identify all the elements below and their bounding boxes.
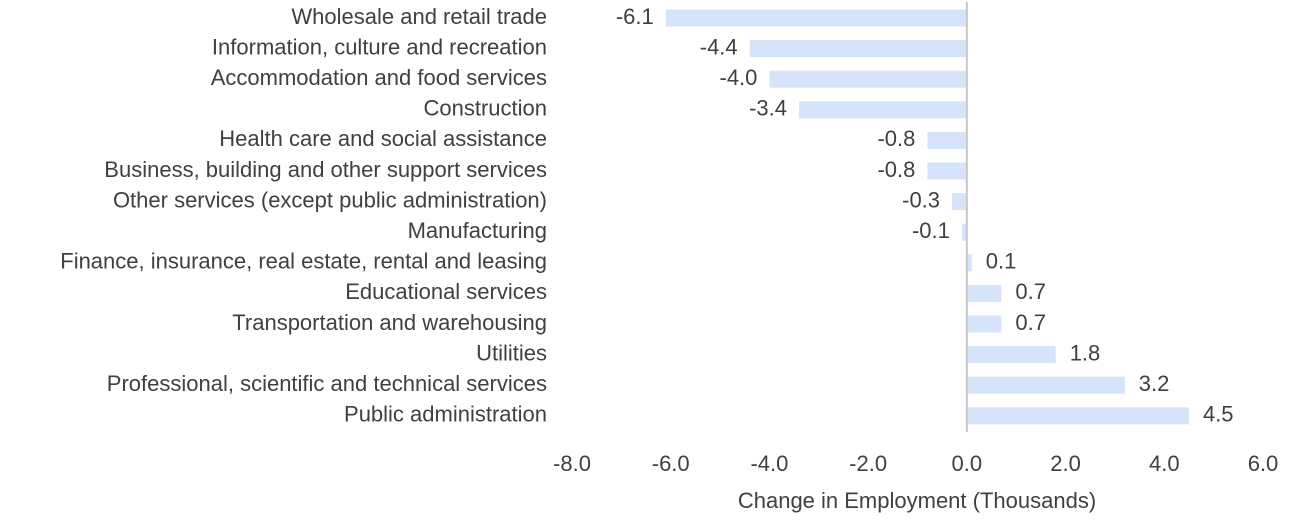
bar bbox=[927, 162, 967, 180]
bar bbox=[665, 9, 967, 27]
bar bbox=[966, 346, 1056, 364]
category-label: Professional, scientific and technical s… bbox=[107, 371, 547, 396]
data-label: 4.5 bbox=[1203, 402, 1234, 427]
category-label: Transportation and warehousing bbox=[232, 310, 547, 335]
category-label: Educational services bbox=[345, 279, 547, 304]
data-label: 0.7 bbox=[1015, 279, 1046, 304]
bar bbox=[966, 284, 1002, 302]
bar bbox=[927, 131, 967, 149]
bar bbox=[769, 70, 967, 88]
labels-layer: Wholesale and retail trade -6.1 Informatio… bbox=[60, 4, 1233, 427]
category-label: Utilities bbox=[476, 340, 547, 365]
bar bbox=[749, 40, 967, 58]
x-tick-label: 6.0 bbox=[1248, 451, 1279, 476]
bar bbox=[966, 254, 972, 272]
data-label: -3.4 bbox=[749, 96, 787, 121]
x-axis-ticks: -8.0 -6.0 -4.0 -2.0 0.0 2.0 4.0 6.0 bbox=[553, 451, 1278, 476]
bars-layer bbox=[665, 9, 1189, 425]
x-tick-label: 4.0 bbox=[1149, 451, 1180, 476]
category-label: Other services (except public administra… bbox=[113, 187, 547, 212]
category-label: Information, culture and recreation bbox=[212, 34, 547, 59]
category-label: Health care and social assistance bbox=[219, 126, 547, 151]
bar bbox=[966, 315, 1002, 333]
bar bbox=[961, 223, 967, 241]
data-label: 3.2 bbox=[1139, 371, 1170, 396]
category-label: Business, building and other support ser… bbox=[104, 157, 547, 182]
bar bbox=[952, 193, 967, 211]
category-label: Finance, insurance, real estate, rental … bbox=[60, 249, 547, 274]
data-label: -0.1 bbox=[912, 218, 950, 243]
data-label: 0.7 bbox=[1015, 310, 1046, 335]
category-label: Manufacturing bbox=[408, 218, 547, 243]
x-axis-title: Change in Employment (Thousands) bbox=[738, 488, 1096, 513]
data-label: -6.1 bbox=[616, 4, 654, 29]
data-label: -0.3 bbox=[902, 187, 940, 212]
category-label: Construction bbox=[423, 96, 547, 121]
x-tick-label: 0.0 bbox=[952, 451, 983, 476]
x-tick-label: -8.0 bbox=[553, 451, 591, 476]
bar bbox=[799, 101, 967, 119]
data-label: -4.0 bbox=[720, 65, 758, 90]
x-tick-label: -2.0 bbox=[849, 451, 887, 476]
data-label: -0.8 bbox=[877, 126, 915, 151]
bar bbox=[966, 407, 1189, 425]
data-label: 0.1 bbox=[986, 249, 1017, 274]
data-label: -4.4 bbox=[700, 34, 738, 59]
data-label: 1.8 bbox=[1070, 340, 1101, 365]
category-label: Public administration bbox=[344, 402, 547, 427]
category-label: Accommodation and food services bbox=[211, 65, 547, 90]
category-label: Wholesale and retail trade bbox=[291, 4, 547, 29]
bar bbox=[966, 376, 1125, 394]
x-tick-label: -4.0 bbox=[750, 451, 788, 476]
x-tick-label: 2.0 bbox=[1050, 451, 1081, 476]
x-tick-label: -6.0 bbox=[652, 451, 690, 476]
data-label: -0.8 bbox=[877, 157, 915, 182]
